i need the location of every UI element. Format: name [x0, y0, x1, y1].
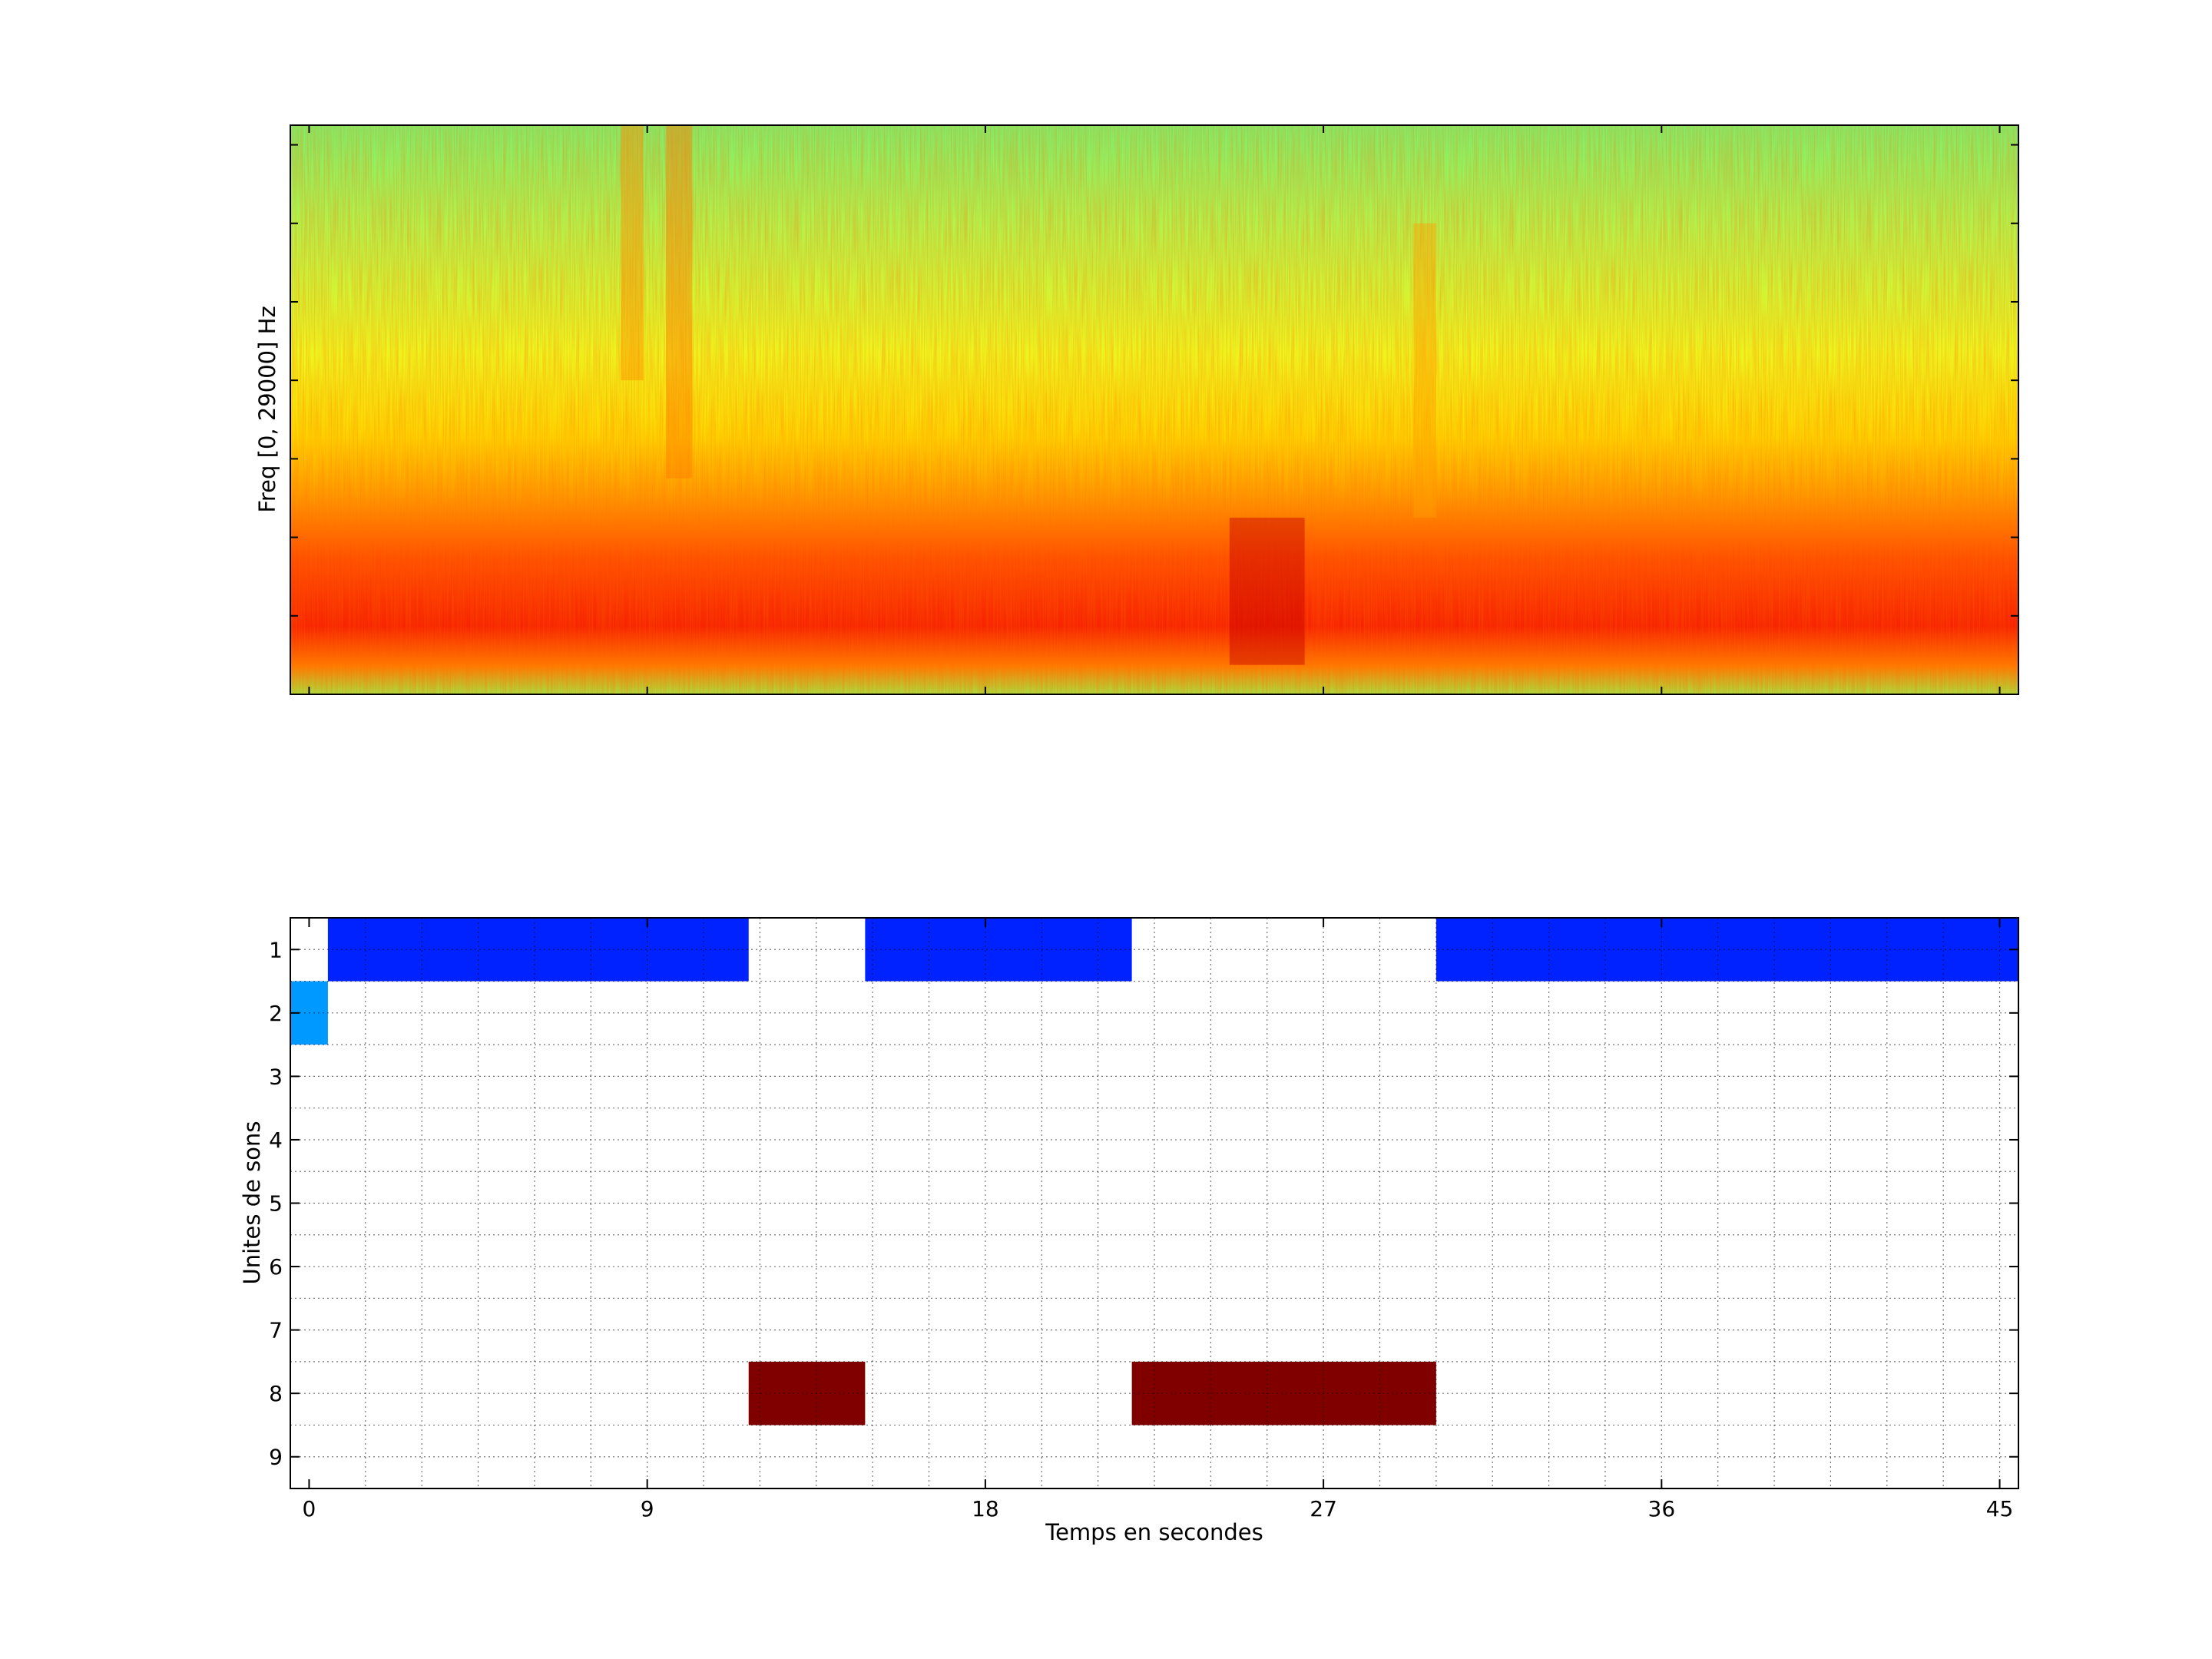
units-x-label: Temps en secondes	[1045, 1519, 1263, 1545]
units-x-tick-label: 27	[1310, 1496, 1337, 1522]
spectrogram-event	[666, 125, 693, 478]
units-y-tick-label: 3	[269, 1064, 283, 1089]
spectrogram-frame	[290, 124, 2019, 695]
spectrogram-texture	[290, 125, 2018, 694]
units-x-tick-label: 36	[1648, 1496, 1676, 1522]
units-y-tick-label: 7	[269, 1318, 283, 1343]
units-y-tick-label: 8	[269, 1381, 283, 1406]
units-y-tick-label: 2	[269, 1001, 283, 1026]
units-x-tick-label: 45	[1986, 1496, 2014, 1522]
units-grid	[290, 918, 2018, 1488]
spectrogram-event	[621, 125, 644, 381]
spectrogram-event	[1229, 518, 1305, 665]
units-x-tick-label: 9	[641, 1496, 654, 1522]
units-segments	[290, 918, 2018, 1426]
units-y-label: Unites de sons	[239, 1121, 265, 1284]
unit-segment-1	[1435, 918, 2018, 982]
unit-segment-8	[1131, 1361, 1436, 1426]
units-y-tick-label: 4	[269, 1128, 283, 1153]
unit-segment-1	[327, 918, 749, 982]
spectrogram-y-label: Freq [0, 29000] Hz	[254, 306, 280, 512]
units-x-tick-label: 18	[972, 1496, 999, 1522]
spectrogram-event	[1413, 223, 1436, 518]
spectrogram-events	[621, 125, 1436, 665]
spectrogram-ticks	[290, 125, 2018, 694]
units-frame	[290, 917, 2019, 1489]
unit-segment-1	[865, 918, 1132, 982]
units-y-tick-label: 6	[269, 1254, 283, 1280]
spectrogram-panel: Freq [0, 29000] Hz	[254, 124, 2019, 695]
units-y-tick-label: 1	[269, 937, 283, 962]
units-y-tick-label: 9	[269, 1445, 283, 1470]
units-x-tick-label: 0	[303, 1496, 316, 1522]
units-y-tick-label: 5	[269, 1191, 283, 1217]
